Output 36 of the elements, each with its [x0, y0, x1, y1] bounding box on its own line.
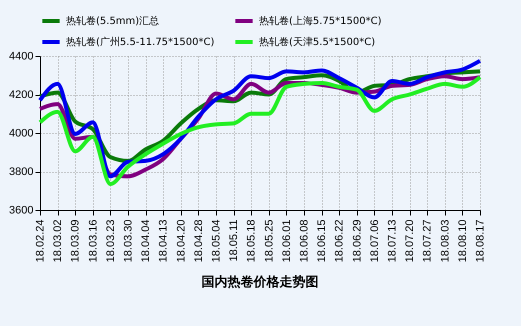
x-tick-label: 18.02.24: [34, 220, 46, 262]
x-tick-label: 18.07.06: [368, 220, 381, 262]
x-tick-label: 18.06.15: [316, 220, 328, 262]
x-tick-label: 18.08.10: [456, 220, 469, 262]
x-tick-label: 18.05.11: [228, 220, 240, 262]
x-tick-label: 18.03.09: [70, 220, 82, 262]
y-tick-label: 3600: [9, 204, 34, 216]
x-tick-label: 18.05.25: [263, 220, 276, 262]
x-tick-label: 18.06.01: [280, 220, 293, 262]
x-tick-label: 18.03.02: [52, 220, 64, 262]
x-tick-label: 18.08.17: [474, 220, 486, 262]
x-tick-label: 18.06.08: [298, 220, 310, 262]
x-tick-label: 18.04.04: [140, 220, 152, 262]
x-tick-label: 18.05.04: [210, 220, 222, 262]
y-tick-label: 3800: [9, 166, 34, 178]
y-tick-label: 4400: [9, 50, 34, 62]
x-tick-label: 18.03.30: [122, 220, 134, 262]
x-tick-label: 18.03.23: [104, 220, 117, 262]
x-tick-label: 18.08.03: [439, 220, 452, 262]
x-tick-label: 18.04.20: [175, 220, 188, 262]
x-tick-label: 18.06.29: [351, 220, 364, 262]
legend-label: 热轧卷(上海5.75*1500*C): [259, 15, 382, 27]
legend-label: 热轧卷(天津5.5*1500*C): [259, 36, 376, 48]
legend-label: 热轧卷(5.5mm)汇总: [66, 15, 160, 27]
x-tick-label: 18.06.22: [334, 220, 346, 262]
legend-label: 热轧卷(广州5.5-11.75*1500*C): [66, 36, 214, 48]
y-tick-label: 4000: [9, 128, 34, 140]
x-tick-label: 18.04.28: [192, 220, 205, 262]
x-tick-label: 18.07.27: [422, 220, 434, 262]
x-tick-label: 18.03.16: [87, 220, 100, 262]
x-tick-label: 18.05.18: [246, 220, 258, 262]
y-tick-label: 4200: [9, 89, 34, 101]
x-tick-label: 18.07.20: [404, 220, 416, 262]
x-tick-label: 18.04.13: [158, 220, 170, 262]
x-tick-label: 18.07.13: [386, 220, 398, 262]
text: 国内热卷价格走势图: [202, 274, 318, 290]
